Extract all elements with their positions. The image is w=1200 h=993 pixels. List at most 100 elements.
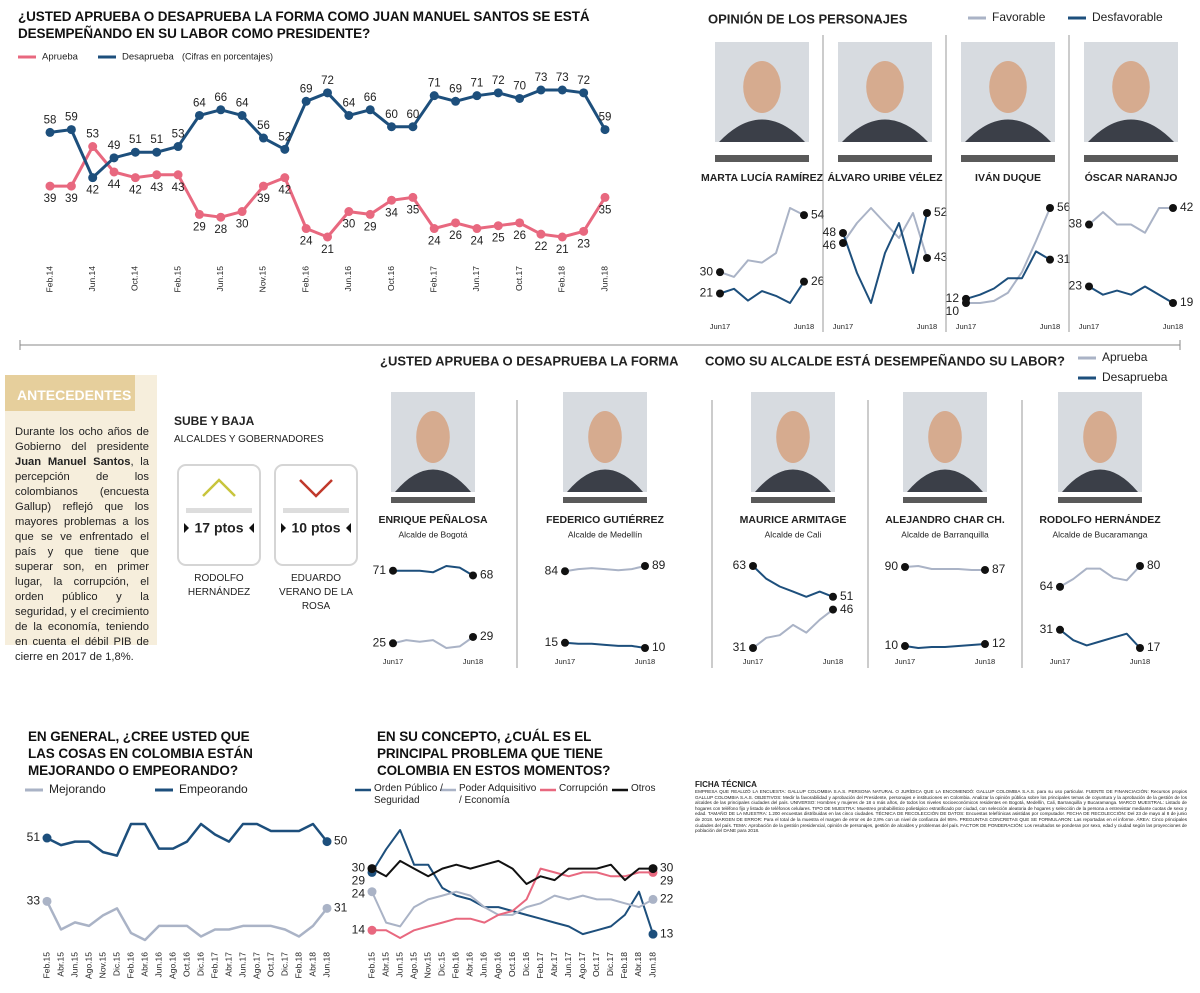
data-point: [280, 173, 290, 183]
data-point: [800, 277, 808, 286]
x-tick-label: Feb.16: [125, 952, 135, 979]
data-point: [173, 142, 183, 152]
x-tick-label: Abr.17: [549, 952, 559, 977]
data-label: 42: [1180, 200, 1194, 214]
data-label: 24: [300, 236, 313, 248]
data-label: 24: [352, 887, 366, 901]
data-label: 72: [577, 75, 590, 87]
card: [177, 464, 261, 566]
data-point: [981, 640, 989, 649]
x-tick-label: Feb.15: [172, 266, 182, 293]
photo-body: [567, 469, 643, 492]
data-label: 39: [65, 193, 78, 205]
data-point: [88, 173, 98, 183]
x-tick-label: Abr.15: [55, 952, 65, 977]
data-point: [469, 632, 477, 641]
data-label: 30: [700, 264, 714, 278]
data-label: 71: [373, 563, 387, 577]
x-tick-label: Jun18: [635, 657, 655, 666]
series-line: [46, 822, 328, 857]
data-label: 12: [946, 291, 960, 305]
data-label: 42: [278, 185, 291, 197]
data-point: [216, 105, 226, 115]
data-point: [66, 125, 76, 135]
data-point: [344, 110, 354, 120]
name-bar: [1058, 497, 1142, 503]
data-label: 44: [108, 179, 121, 191]
photo-head: [1083, 411, 1117, 463]
series-line: [564, 641, 646, 649]
data-label: 30: [342, 219, 355, 231]
data-label: 49: [108, 140, 121, 152]
photo-body: [907, 469, 983, 492]
data-point: [429, 224, 439, 234]
data-label: 28: [214, 224, 227, 236]
x-tick-label: Jun18: [463, 657, 483, 666]
data-label: 17: [1147, 640, 1161, 654]
x-tick-label: Dic.17: [279, 952, 289, 976]
x-tick-label: Jun18: [975, 657, 995, 666]
data-label: 50: [334, 834, 348, 848]
pointer: [346, 523, 351, 533]
data-label: 12: [992, 636, 1006, 650]
data-label: 30: [660, 861, 674, 875]
legend-label: Favorable: [992, 10, 1046, 24]
data-point: [45, 127, 55, 137]
data-point: [1085, 282, 1093, 291]
text: , la percepción de los colombianos (encu…: [15, 456, 149, 663]
data-label: 73: [556, 72, 569, 84]
x-tick-label: Jun17: [710, 322, 730, 331]
data-point: [515, 218, 525, 228]
series-line: [752, 608, 834, 649]
data-point: [389, 639, 397, 648]
series-line: [842, 207, 928, 259]
series-line: [842, 212, 928, 304]
photo-head: [1112, 61, 1150, 113]
x-tick-label: Feb.15: [41, 952, 51, 979]
panel-name: ENRIQUE PEÑALOSA: [378, 513, 488, 526]
series-line: [371, 890, 654, 928]
data-point: [237, 110, 247, 120]
photo-head: [989, 61, 1027, 113]
photo-body: [842, 119, 928, 142]
data-label: 24: [471, 236, 484, 248]
panel-name: ÁLVARO URIBE VÉLEZ: [827, 171, 943, 184]
series-line: [904, 565, 985, 571]
series-line: [752, 565, 834, 598]
legend-label: Mejorando: [49, 782, 106, 796]
antecedentes-box: ANTECEDENTES Durante los ocho años de Go…: [5, 375, 157, 663]
x-tick-label: Feb.17: [209, 952, 219, 979]
legend-label: Corrupción: [559, 783, 608, 794]
data-point: [800, 211, 808, 220]
data-label: 21: [321, 244, 334, 256]
x-tick-label: Dic.16: [195, 952, 205, 976]
data-label: 64: [236, 97, 249, 109]
x-tick-label: Jun17: [895, 657, 915, 666]
data-label: 72: [492, 75, 505, 87]
data-label: 35: [599, 204, 612, 216]
series-line: [372, 867, 653, 939]
series-line: [1059, 565, 1141, 588]
data-point: [367, 887, 377, 897]
data-point: [258, 133, 268, 143]
text-bold: Juan Manuel Santos: [15, 456, 131, 468]
data-label: 63: [733, 558, 747, 572]
data-point: [45, 181, 55, 191]
data-point: [367, 864, 377, 874]
data-point: [1046, 204, 1054, 212]
x-tick-label: Nov.15: [97, 952, 107, 979]
bar: [283, 508, 349, 513]
bar: [186, 508, 252, 513]
data-label: 59: [599, 112, 612, 124]
data-point: [579, 226, 589, 236]
change-label: 10 ptos: [291, 520, 340, 536]
data-label: 64: [193, 97, 206, 109]
x-tick-label: Jun.17: [471, 266, 481, 292]
data-point: [1056, 625, 1064, 634]
photo-body: [395, 469, 471, 492]
data-point: [1056, 582, 1064, 591]
x-tick-label: Ago.15: [83, 952, 93, 979]
data-label: 46: [823, 238, 837, 252]
x-tick-label: Abr.16: [465, 952, 475, 977]
data-label: 23: [1069, 279, 1083, 293]
